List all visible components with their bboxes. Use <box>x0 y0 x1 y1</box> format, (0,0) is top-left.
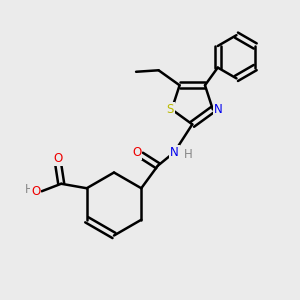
Text: H: H <box>184 148 193 161</box>
Text: S: S <box>167 103 174 116</box>
Text: N: N <box>214 103 223 116</box>
Text: N: N <box>170 146 179 159</box>
Text: H: H <box>25 183 33 196</box>
Text: O: O <box>54 152 63 165</box>
Text: O: O <box>132 146 141 159</box>
Text: O: O <box>31 185 40 198</box>
